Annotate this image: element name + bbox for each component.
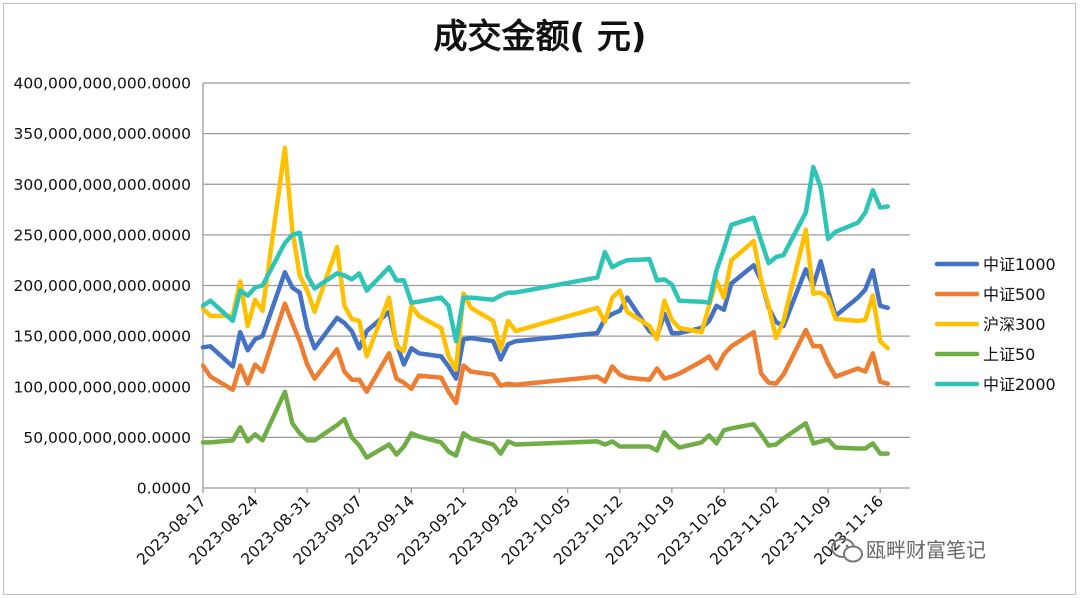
legend-label: 中证1000 (983, 255, 1056, 274)
legend-label: 中证500 (983, 285, 1046, 304)
y-tick-label: 250,000,000,000.0000 (14, 226, 192, 244)
series-line-4 (200, 164, 890, 344)
y-tick-label: 100,000,000,000.0000 (14, 378, 192, 396)
series-line-1 (200, 301, 890, 406)
grid-lines (203, 82, 910, 439)
chart-frame (3, 3, 1076, 595)
wechat-icon (831, 538, 863, 563)
y-tick-label: 0.0000 (137, 480, 191, 498)
series-line-3 (200, 389, 890, 460)
x-axis-tick-labels: 2023-08-172023-08-242023-08-312023-09-07… (133, 492, 887, 568)
y-axis-tick-labels: 0.0000 50,000,000,000.0000 100,000,000,000… (14, 75, 192, 498)
y-tick-label: 200,000,000,000.0000 (14, 277, 192, 295)
y-tick-label: 400,000,000,000.0000 (14, 75, 192, 93)
legend-label: 沪深300 (983, 315, 1046, 334)
series-lines (200, 145, 890, 460)
watermark: 瓯畔财富笔记 (831, 538, 986, 563)
y-tick-label: 50,000,000,000.0000 (23, 429, 191, 447)
watermark-text: 瓯畔财富笔记 (866, 538, 986, 562)
legend: 中证1000 中证500 沪深300 上证50 中证2000 (934, 255, 1056, 394)
y-tick-label: 150,000,000,000.0000 (14, 328, 192, 346)
legend-label: 上证50 (983, 345, 1035, 364)
legend-label: 中证2000 (983, 375, 1056, 394)
chart-title: 成交金额( 元) (434, 17, 647, 57)
y-tick-label: 300,000,000,000.0000 (14, 176, 192, 194)
axes (202, 83, 910, 493)
y-tick-label: 350,000,000,000.0000 (14, 125, 192, 143)
series-line-2 (200, 145, 890, 372)
